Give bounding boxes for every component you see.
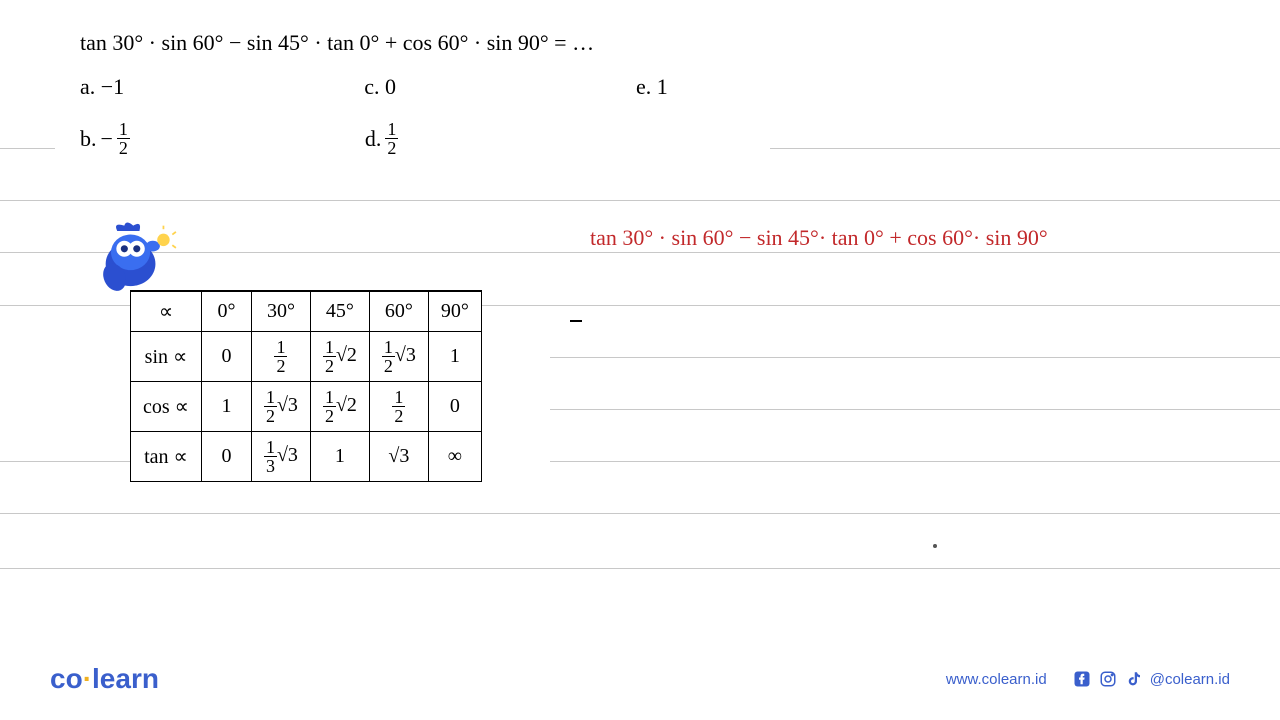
dash-mark [570,320,582,322]
question-text: tan 30° · sin 60° − sin 45° · tan 0° + c… [80,30,1200,56]
tiktok-icon [1124,669,1144,689]
option-a: a. −1 [80,74,124,100]
table-row-cos: cos ∝ 1 12√3 12√2 12 0 [131,381,482,431]
footer: co·learn www.colearn.id @colearn.id [0,663,1280,695]
th-60: 60° [369,291,428,331]
table-row-sin: sin ∝ 0 12 12√2 12√3 1 [131,331,482,381]
handwritten-annotation: tan 30° · sin 60° − sin 45°· tan 0° + co… [590,225,1048,251]
facebook-icon [1072,669,1092,689]
th-30: 30° [251,291,310,331]
footer-url: www.colearn.id [946,671,1047,688]
social-links: @colearn.id [1072,669,1230,689]
options-row-1: a. −1 c. 0 e. 1 [80,74,1200,100]
trig-table: ∝ 0° 30° 45° 60° 90° sin ∝ 0 12 12√2 12√… [130,290,482,482]
mascot-icon [90,215,180,295]
th-0: 0° [201,291,251,331]
table-row-tan: tan ∝ 0 13√3 1 √3 ∞ [131,431,482,481]
social-handle: @colearn.id [1150,671,1230,688]
th-alpha: ∝ [131,291,202,331]
brand-logo: co·learn [50,663,159,695]
instagram-icon [1098,669,1118,689]
option-c: c. 0 [364,74,396,100]
th-90: 90° [428,291,481,331]
option-e: e. 1 [636,74,668,100]
th-45: 45° [310,291,369,331]
dot-mark [933,544,937,548]
table-header-row: ∝ 0° 30° 45° 60° 90° [131,291,482,331]
